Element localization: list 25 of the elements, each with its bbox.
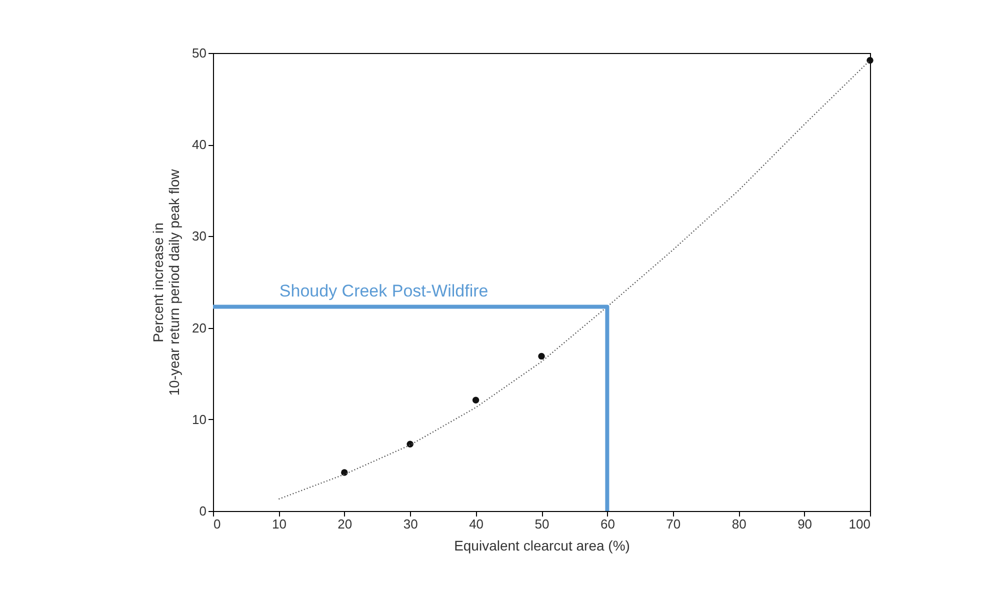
x-axis-title: Equivalent clearcut area (%)	[454, 538, 630, 554]
x-tick-label: 30	[403, 516, 418, 532]
x-tick-label: 60	[600, 516, 615, 532]
point	[538, 352, 545, 360]
y-tick-label: 40	[192, 137, 206, 152]
x-tick-label: 90	[798, 516, 812, 532]
y-tick-label: 20	[192, 320, 206, 336]
x-tick-label: 20	[338, 516, 352, 532]
point	[472, 396, 480, 404]
x-tick-label: 50	[534, 516, 550, 532]
x-tick-label: 80	[732, 516, 746, 532]
point	[866, 56, 874, 64]
y-tick-label: 0	[199, 504, 206, 518]
point	[406, 440, 414, 448]
x-tick-label: 0	[214, 516, 221, 532]
y-tick-label: 10	[192, 412, 206, 427]
y-axis-title: Percent increase in 10-year return period daily peak flow	[150, 168, 182, 396]
x-tick-label: 100	[848, 516, 870, 532]
y-tick-label: 50	[192, 46, 206, 60]
x-tick-label: 40	[469, 516, 484, 532]
y-tick-label: 30	[192, 228, 206, 244]
x-tick-label: 70	[666, 516, 681, 532]
x-tick-label: 10	[272, 516, 286, 532]
annotation: Shoudy Creek Post-Wildfire	[279, 282, 488, 301]
point	[341, 469, 348, 476]
